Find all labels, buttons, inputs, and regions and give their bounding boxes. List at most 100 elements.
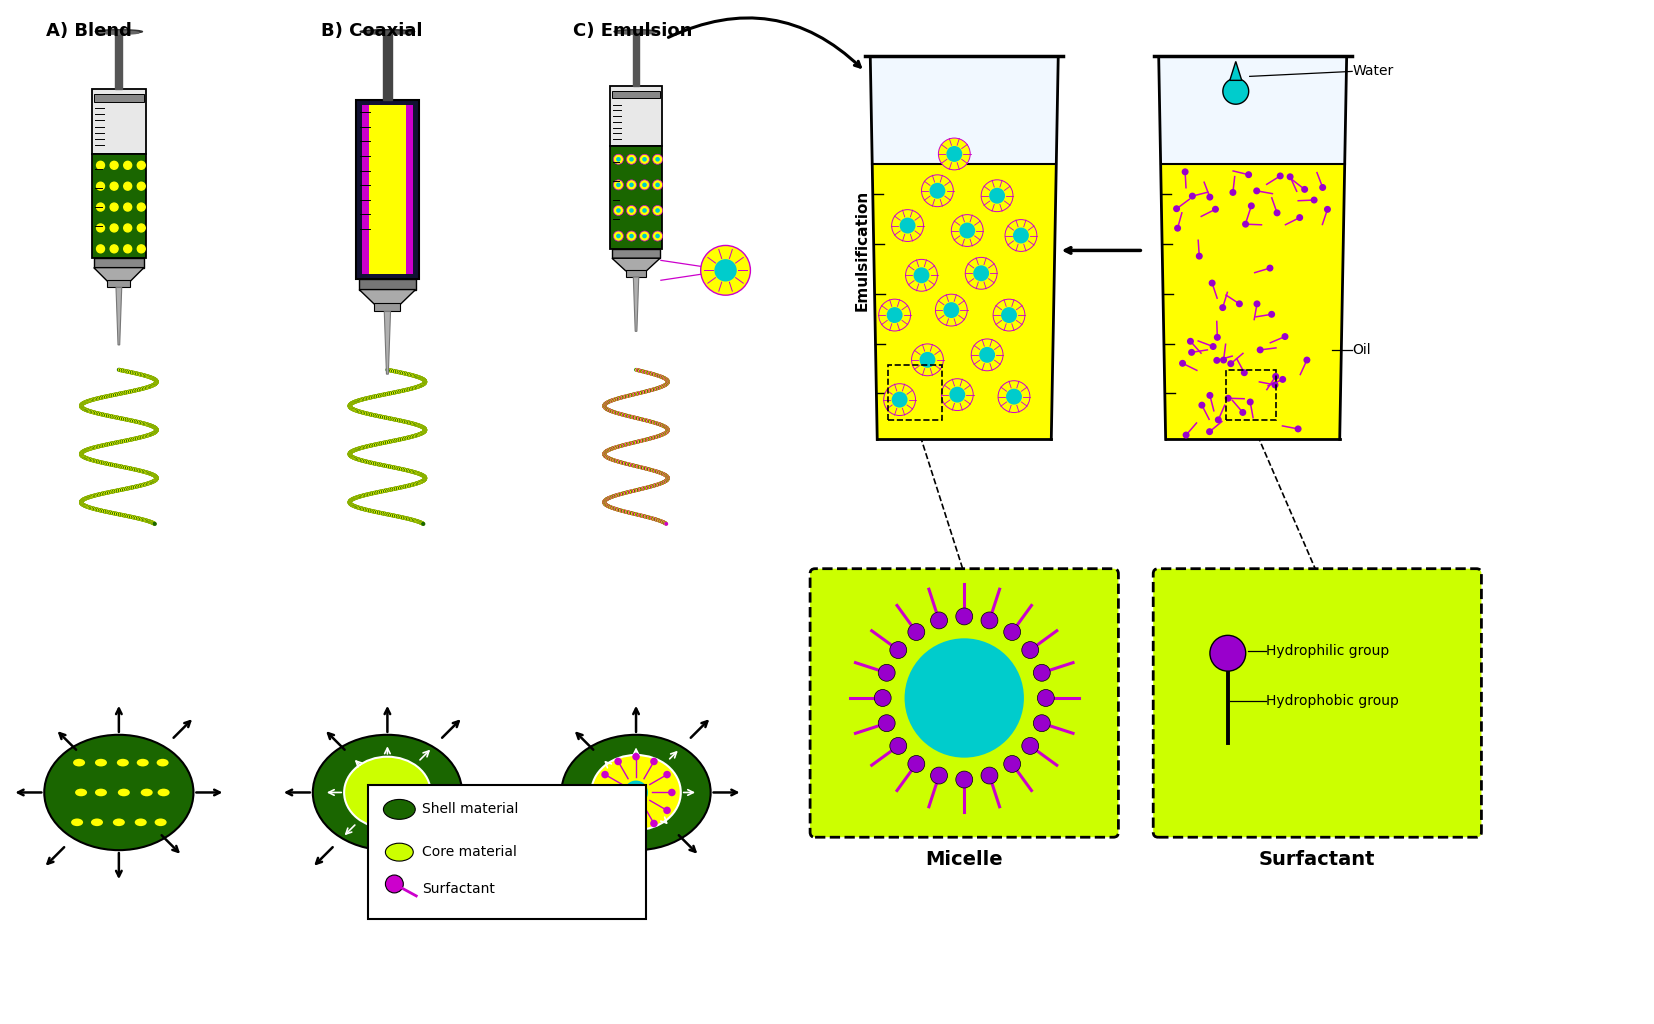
Circle shape [890,737,906,755]
Text: Core material: Core material [422,845,518,859]
Circle shape [701,246,751,295]
Ellipse shape [112,818,126,826]
Polygon shape [612,258,660,270]
Circle shape [1183,432,1189,438]
Circle shape [890,642,906,658]
Circle shape [981,180,1012,212]
Circle shape [715,259,736,282]
Ellipse shape [141,788,152,797]
Circle shape [887,307,903,323]
Circle shape [627,155,637,164]
Circle shape [624,780,648,805]
Circle shape [640,206,650,215]
Circle shape [971,339,1002,371]
Bar [888,365,943,420]
Text: Surfactant: Surfactant [422,882,495,896]
Circle shape [1188,339,1193,344]
Circle shape [137,245,146,253]
Circle shape [1212,207,1219,212]
Circle shape [992,299,1025,331]
Circle shape [96,182,104,190]
Circle shape [640,180,650,189]
Circle shape [653,231,663,241]
Circle shape [627,231,637,241]
Circle shape [1221,305,1226,310]
Circle shape [653,180,663,189]
Circle shape [1207,429,1212,434]
Text: B) Coaxial: B) Coaxial [321,22,422,40]
Circle shape [1257,347,1264,352]
Circle shape [883,384,916,416]
Circle shape [931,767,948,784]
Circle shape [913,267,930,284]
Circle shape [124,203,132,211]
Circle shape [1274,210,1280,216]
Circle shape [1174,206,1179,212]
Ellipse shape [71,818,83,826]
Circle shape [1272,382,1279,388]
Polygon shape [872,164,1057,439]
Circle shape [956,608,973,625]
Ellipse shape [99,31,139,34]
Circle shape [111,203,117,211]
Polygon shape [1159,56,1346,164]
Ellipse shape [157,788,170,797]
Circle shape [1254,188,1259,194]
Circle shape [653,206,663,215]
Bar [116,32,122,89]
Circle shape [632,824,640,833]
Circle shape [1242,221,1249,227]
Circle shape [124,245,132,253]
Circle shape [1207,195,1212,200]
Circle shape [979,347,996,362]
Ellipse shape [361,30,415,34]
Circle shape [1287,174,1293,179]
Circle shape [875,689,892,707]
Ellipse shape [91,818,103,826]
Circle shape [614,180,624,189]
Circle shape [1034,665,1050,681]
Circle shape [1240,410,1245,415]
Circle shape [1199,402,1204,408]
Circle shape [1254,301,1260,306]
Circle shape [1211,635,1245,671]
Text: Shell material: Shell material [422,803,519,816]
Circle shape [1022,737,1039,755]
Circle shape [629,208,633,213]
Ellipse shape [134,818,147,826]
Bar [1226,370,1275,420]
Circle shape [973,265,989,282]
Circle shape [614,231,624,241]
Circle shape [1297,215,1302,220]
Circle shape [951,215,982,247]
Bar [405,104,414,273]
Polygon shape [870,56,1059,164]
Circle shape [941,379,973,411]
Polygon shape [1231,61,1242,80]
Circle shape [597,788,604,797]
Circle shape [946,146,963,162]
Circle shape [1189,194,1196,199]
Bar [91,89,146,154]
Circle shape [617,182,620,187]
Ellipse shape [590,755,681,830]
Circle shape [1001,307,1017,323]
Circle shape [655,208,660,213]
Circle shape [629,233,633,239]
Text: Surfactant: Surfactant [1259,850,1376,869]
Circle shape [878,715,895,731]
Circle shape [1245,172,1252,177]
Circle shape [642,182,647,187]
Circle shape [655,182,660,187]
Ellipse shape [154,818,167,826]
Circle shape [900,218,916,233]
Text: C) Emulsion: C) Emulsion [574,22,693,40]
Circle shape [1183,169,1188,175]
Circle shape [1237,301,1242,306]
Polygon shape [116,288,122,345]
Circle shape [1277,173,1284,179]
Bar [359,280,415,290]
Circle shape [1216,417,1221,423]
Circle shape [642,208,647,213]
Circle shape [124,162,132,169]
